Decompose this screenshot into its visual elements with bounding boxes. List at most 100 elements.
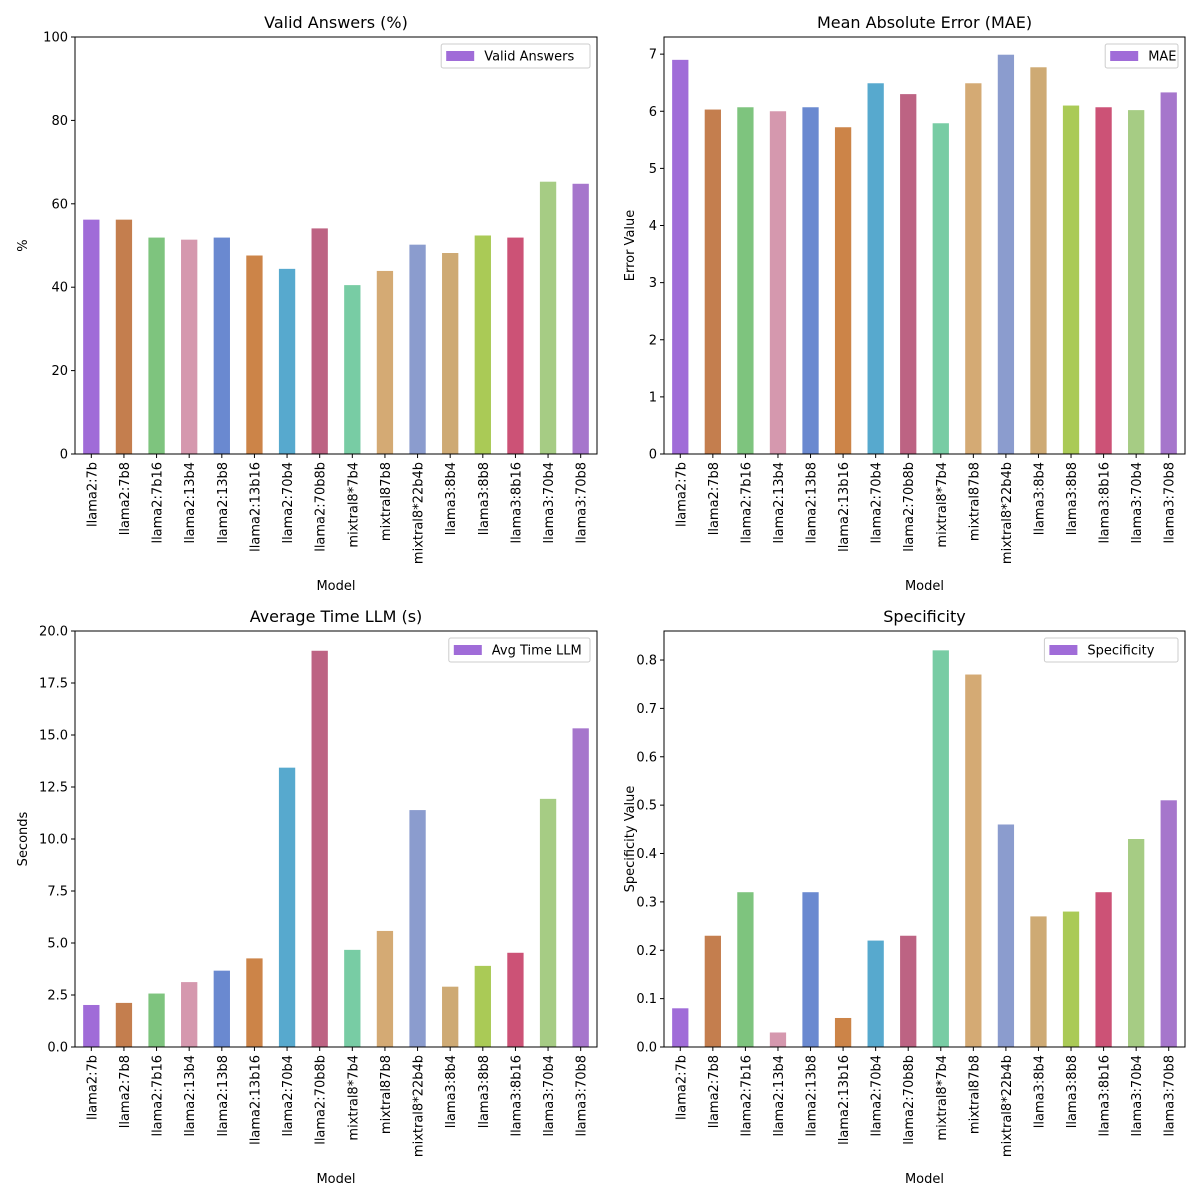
y-axis-label: Specificity Value (623, 786, 638, 893)
bar (1095, 107, 1112, 454)
bar (344, 285, 361, 454)
bar (965, 674, 982, 1047)
x-tick-label: llama3:8b16 (1098, 1055, 1113, 1137)
x-tick-label: llama2:70b4 (281, 462, 296, 544)
y-axis-label: Error Value (623, 210, 638, 282)
bar (1160, 800, 1177, 1047)
y-tick-label: 10.0 (39, 833, 68, 848)
bar (704, 109, 721, 455)
bar (834, 1017, 852, 1047)
bar (474, 235, 491, 454)
x-tick-label: mixtral8*7b4 (935, 462, 950, 548)
x-tick-label: llama3:8b4 (444, 1055, 459, 1128)
x-tick-label: llama2:13b4 (183, 462, 198, 544)
bar (278, 767, 296, 1047)
chart-title: Valid Answers (%) (264, 13, 408, 32)
x-tick-label: llama2:70b4 (870, 462, 885, 544)
x-tick-label: mixtral87b8 (379, 462, 394, 541)
axes-frame (74, 36, 598, 455)
x-tick-label: llama2:7b (85, 462, 100, 527)
bar (1128, 110, 1145, 455)
x-tick-label: llama2:13b4 (772, 462, 787, 544)
x-axis-label: Model (905, 579, 944, 594)
y-tick-label: 0.7 (636, 702, 657, 717)
bar (802, 107, 819, 454)
x-tick-label: mixtral87b8 (379, 1055, 394, 1134)
bar (83, 219, 100, 454)
x-tick-label: mixtral87b8 (967, 1055, 982, 1134)
legend-swatch (446, 51, 475, 61)
y-tick-label: 40 (51, 281, 68, 296)
bar (572, 183, 589, 454)
bar (278, 268, 296, 454)
x-tick-label: llama3:8b8 (477, 1055, 492, 1128)
x-tick-label: llama3:8b16 (509, 462, 524, 544)
legend-swatch (453, 645, 482, 655)
y-tick-label: 0.0 (47, 1041, 68, 1056)
legend-frame (1043, 637, 1179, 663)
legend-label: Specificity (1087, 644, 1154, 659)
bar (997, 824, 1015, 1047)
y-axis-label: Seconds (16, 811, 31, 866)
bar (672, 1008, 689, 1047)
bar (442, 253, 459, 454)
bar (376, 270, 394, 454)
y-tick-label: 0.6 (636, 750, 657, 765)
x-tick-label: llama2:13b8 (216, 1055, 231, 1137)
x-tick-label: llama2:70b8b (314, 462, 329, 552)
x-tick-label: llama2:7b8 (707, 1055, 722, 1128)
x-tick-label: llama3:8b16 (509, 1055, 524, 1137)
x-tick-label: llama3:8b8 (477, 462, 492, 535)
x-tick-label: mixtral8*22b4b (412, 462, 427, 564)
x-tick-label: llama3:70b4 (542, 1055, 557, 1137)
y-tick-label: 20.0 (39, 625, 68, 640)
legend-frame (1104, 43, 1179, 69)
y-axis-label: % (16, 239, 31, 251)
legend: Valid Answers (440, 43, 591, 69)
bar (1062, 105, 1080, 455)
x-tick-label: llama2:7b (85, 1055, 100, 1120)
bar (900, 94, 917, 455)
y-tick-label: 0.0 (636, 1041, 657, 1056)
bar (181, 982, 198, 1047)
x-tick-label: llama2:70b4 (870, 1055, 885, 1137)
y-tick-label: 1 (649, 390, 657, 405)
axes-frame (663, 36, 1186, 455)
x-tick-label: llama2:7b8 (118, 1055, 133, 1128)
bar (311, 228, 328, 454)
y-tick-label: 5.0 (47, 937, 68, 952)
y-tick-label: 0.5 (636, 799, 657, 814)
y-tick-label: 0.3 (636, 895, 657, 910)
bar (965, 83, 982, 455)
bar (867, 940, 884, 1047)
x-axis-label: Model (316, 1172, 355, 1187)
bar (572, 728, 589, 1047)
x-tick-label: llama3:8b8 (1065, 1055, 1080, 1128)
x-tick-label: llama3:8b8 (1065, 462, 1080, 535)
y-tick-label: 0.2 (636, 944, 657, 959)
bar (1128, 839, 1145, 1047)
x-tick-label: llama2:7b8 (707, 462, 722, 535)
bar (997, 54, 1015, 455)
y-tick-label: 5 (649, 162, 657, 177)
y-tick-label: 7.5 (47, 885, 68, 900)
x-tick-label: llama2:13b16 (248, 462, 263, 552)
bar (900, 935, 917, 1047)
bar (507, 952, 524, 1047)
x-tick-label: llama2:70b4 (281, 1055, 296, 1137)
bar (704, 935, 721, 1047)
y-tick-label: 17.5 (39, 677, 68, 692)
x-tick-label: mixtral8*22b4b (412, 1055, 427, 1157)
bar (148, 237, 165, 454)
bar (737, 892, 754, 1047)
y-tick-label: 0.1 (636, 992, 657, 1007)
legend-label: MAE (1148, 50, 1176, 65)
x-tick-label: llama3:70b8 (1163, 1055, 1178, 1137)
legend: Avg Time LLM (448, 637, 591, 663)
x-tick-label: llama3:70b8 (575, 462, 590, 544)
x-tick-label: llama2:13b16 (837, 1055, 852, 1145)
x-tick-label: llama2:13b8 (805, 462, 820, 544)
legend: MAE (1104, 43, 1179, 69)
legend-swatch (1049, 645, 1078, 655)
legend-swatch (1110, 51, 1139, 61)
